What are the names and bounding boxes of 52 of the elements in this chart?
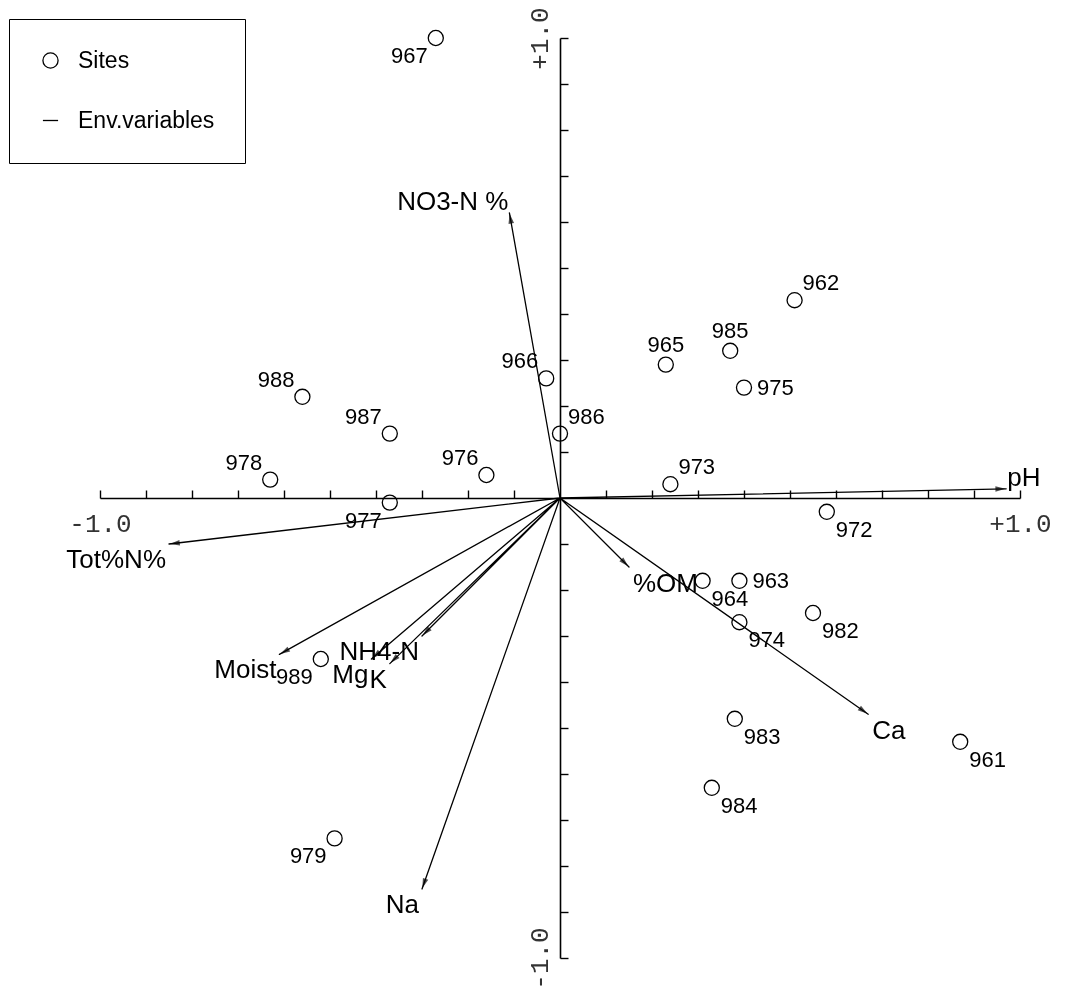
point <box>262 471 279 488</box>
point <box>703 779 720 796</box>
annotation: 967 <box>391 43 428 68</box>
annotation: 964 <box>711 585 749 611</box>
point <box>657 356 674 373</box>
point <box>551 425 569 442</box>
annotation: 987 <box>345 403 382 429</box>
point <box>786 292 803 309</box>
annotation: 963 <box>752 567 790 593</box>
annotation: 982 <box>822 618 859 643</box>
annotation: K <box>369 663 388 694</box>
annotation: Tot%N% <box>66 544 166 574</box>
legend-label: Env.variables <box>78 106 215 133</box>
point <box>381 425 398 442</box>
point <box>804 604 822 622</box>
annotation: 988 <box>257 366 295 392</box>
annotation: Mg <box>332 659 369 689</box>
annotation: Moist <box>214 654 278 685</box>
annotation: pH <box>1007 461 1041 492</box>
point <box>326 830 343 847</box>
annotation: 986 <box>568 403 605 429</box>
annotation: 961 <box>969 746 1006 772</box>
annotation: 976 <box>441 445 479 470</box>
point <box>538 370 555 387</box>
annotation: 965 <box>647 331 685 357</box>
point <box>427 29 444 47</box>
annotation: 989 <box>276 664 313 689</box>
annotation: 962 <box>802 270 840 296</box>
annotation: Na <box>385 889 420 919</box>
annotation: 978 <box>225 449 263 475</box>
point <box>735 379 753 396</box>
point <box>818 503 835 520</box>
annotation: 983 <box>743 723 781 749</box>
legend-label: Sites <box>78 46 130 73</box>
point <box>381 494 398 511</box>
point <box>726 710 743 727</box>
point <box>294 388 311 405</box>
point <box>478 466 495 484</box>
point <box>312 650 329 668</box>
annotation: 984 <box>720 792 758 818</box>
annotation: 979 <box>289 843 327 869</box>
annotation: 973 <box>678 454 716 480</box>
point <box>722 342 739 359</box>
point <box>731 614 748 631</box>
annotation: NO3-N % <box>397 185 509 216</box>
annotation: 975 <box>757 374 794 400</box>
annotation: Ca <box>872 715 906 746</box>
point <box>952 733 969 750</box>
point <box>731 572 748 589</box>
annotation: 972 <box>835 516 873 542</box>
annotation: 985 <box>711 317 749 343</box>
point <box>662 476 679 493</box>
